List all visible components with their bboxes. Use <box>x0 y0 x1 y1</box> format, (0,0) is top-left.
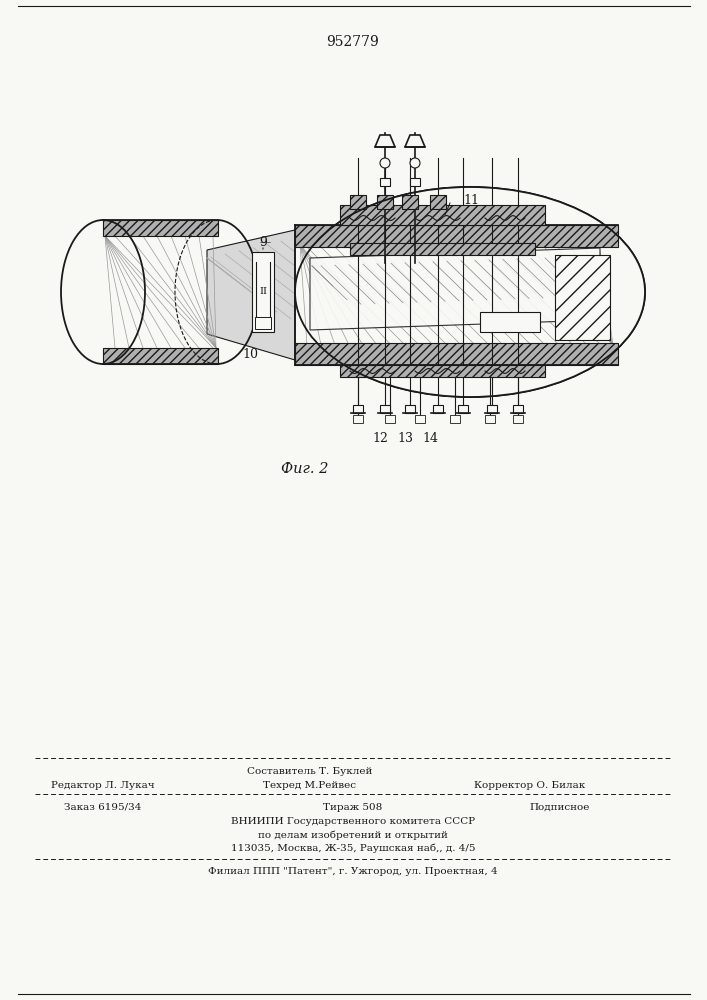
Bar <box>430 195 446 209</box>
Bar <box>103 348 218 364</box>
Text: Составитель Т. Буклей: Составитель Т. Буклей <box>247 768 373 776</box>
Ellipse shape <box>295 187 645 397</box>
Bar <box>103 220 218 364</box>
Bar <box>433 405 443 413</box>
Polygon shape <box>310 248 600 330</box>
Bar <box>458 405 468 413</box>
Polygon shape <box>207 230 295 360</box>
Text: Подписное: Подписное <box>530 802 590 812</box>
Bar <box>487 405 497 413</box>
Text: Филиал ППП "Патент", г. Ужгород, ул. Проектная, 4: Филиал ППП "Патент", г. Ужгород, ул. Про… <box>208 867 498 876</box>
Bar <box>480 312 540 332</box>
Text: 14: 14 <box>422 432 438 445</box>
Bar <box>300 245 613 345</box>
Bar <box>255 317 271 329</box>
Text: Техред М.Рейвес: Техред М.Рейвес <box>264 780 356 790</box>
Bar <box>380 405 390 413</box>
Text: 11: 11 <box>463 194 479 207</box>
Bar <box>295 343 618 365</box>
Bar <box>340 365 545 377</box>
Text: II: II <box>259 288 267 296</box>
Text: Тираж 508: Тираж 508 <box>323 802 382 812</box>
Bar <box>340 205 545 225</box>
Text: 10: 10 <box>242 349 258 361</box>
Text: ВНИИПИ Государственного комитета СССР: ВНИИПИ Государственного комитета СССР <box>231 818 475 826</box>
Polygon shape <box>375 135 395 147</box>
Polygon shape <box>405 135 425 147</box>
Bar <box>405 405 415 413</box>
Bar <box>555 255 610 340</box>
Text: 12: 12 <box>372 432 388 445</box>
Bar <box>513 405 523 413</box>
Text: Фиг. 2: Фиг. 2 <box>281 462 329 476</box>
Bar <box>353 415 363 423</box>
Bar <box>252 252 274 332</box>
Bar <box>350 243 535 255</box>
Bar <box>513 415 523 423</box>
Circle shape <box>410 158 420 168</box>
Bar <box>377 195 393 209</box>
Bar <box>380 178 390 186</box>
Text: 9: 9 <box>259 235 267 248</box>
Text: Корректор О. Билак: Корректор О. Билак <box>474 780 585 790</box>
Bar <box>415 415 425 423</box>
Text: 113035, Москва, Ж-35, Раушская наб,, д. 4/5: 113035, Москва, Ж-35, Раушская наб,, д. … <box>230 843 475 853</box>
Circle shape <box>380 158 390 168</box>
Text: Заказ 6195/34: Заказ 6195/34 <box>64 802 141 812</box>
Bar <box>485 415 495 423</box>
Bar <box>402 195 418 209</box>
Bar <box>353 405 363 413</box>
Bar <box>350 195 366 209</box>
Text: по делам изобретений и открытий: по делам изобретений и открытий <box>258 830 448 840</box>
Bar <box>295 225 618 247</box>
Bar <box>410 178 420 186</box>
Bar <box>295 225 618 365</box>
Text: 13: 13 <box>397 432 413 445</box>
Bar <box>385 415 395 423</box>
Text: 952779: 952779 <box>327 35 380 49</box>
Bar <box>450 415 460 423</box>
Bar <box>103 220 218 236</box>
Text: Редактор Л. Лукач: Редактор Л. Лукач <box>51 780 155 790</box>
